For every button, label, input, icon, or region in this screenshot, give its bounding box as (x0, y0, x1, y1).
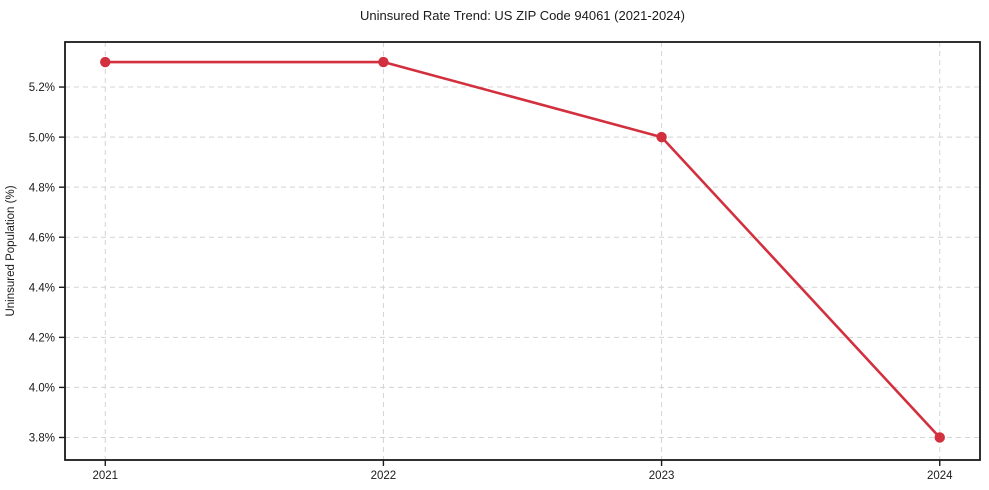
y-tick-label: 4.8% (29, 182, 55, 194)
y-tick-label: 4.0% (29, 383, 55, 395)
y-tick-label: 4.4% (29, 282, 55, 294)
data-point (656, 131, 667, 143)
y-axis-label: Uninsured Population (%) (5, 185, 17, 316)
trend-line (103, 60, 942, 439)
data-point (378, 56, 389, 68)
data-point (100, 56, 111, 68)
y-tick-label: 5.0% (29, 132, 55, 144)
y-tick-label: 4.2% (29, 332, 55, 344)
chart-title: Uninsured Rate Trend: US ZIP Code 94061 … (360, 8, 685, 23)
data-point (934, 432, 945, 443)
plot-area (65, 42, 980, 460)
x-tick-label: 2021 (92, 470, 118, 482)
x-tick-label: 2024 (927, 470, 953, 482)
y-tick-label: 3.8% (29, 433, 55, 445)
y-tick-label: 4.6% (29, 232, 55, 244)
x-tick-label: 2022 (371, 470, 397, 482)
plot-border (64, 41, 981, 461)
y-tick-label: 5.2% (29, 82, 55, 94)
x-tick-label: 2023 (649, 470, 675, 482)
